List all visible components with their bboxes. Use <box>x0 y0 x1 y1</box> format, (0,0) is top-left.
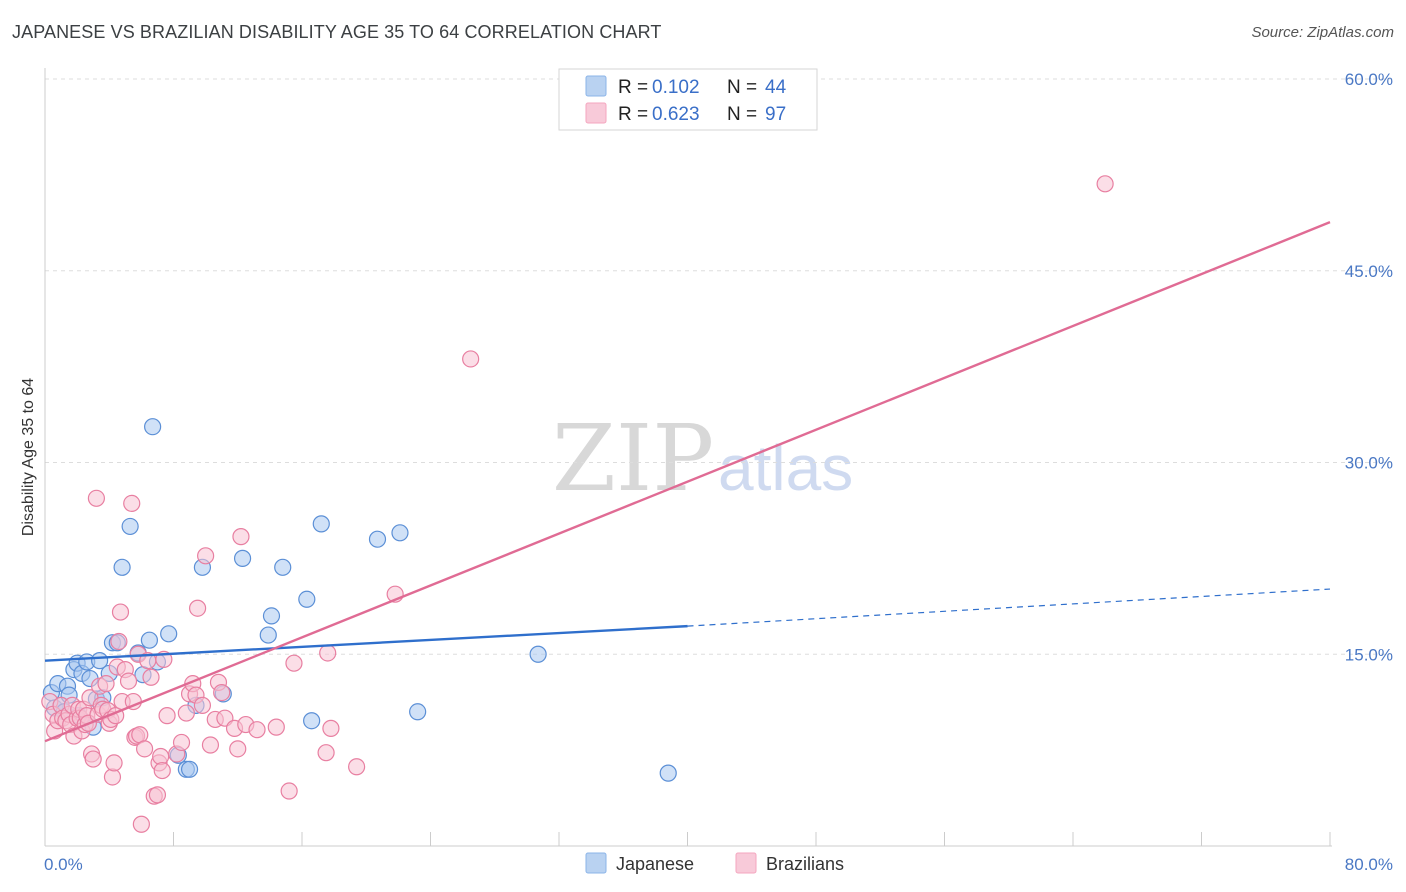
brazilian-point <box>111 603 130 621</box>
y-tick-label: 60.0% <box>1345 70 1393 89</box>
watermark-zip: ZIP <box>552 405 714 512</box>
brazilian-point <box>172 733 191 752</box>
japanese-point <box>160 625 178 643</box>
brazilian-point <box>142 668 160 686</box>
trend-lines <box>44 221 1331 743</box>
chart-title: JAPANESE VS BRAZILIAN DISABILITY AGE 35 … <box>12 22 662 42</box>
brazilian-point <box>317 744 335 762</box>
series-legend: Japanese Brazilians <box>585 852 844 874</box>
japanese-point <box>391 524 409 542</box>
legend-n-label-japanese: N = <box>727 77 757 98</box>
japanese-point <box>121 517 139 536</box>
brazilian-point <box>123 494 141 513</box>
brazilian-point <box>267 718 285 736</box>
brazilian-point <box>319 644 337 662</box>
brazilian-point <box>213 683 231 702</box>
legend-swatch-japanese <box>585 75 607 97</box>
brazilian-point <box>84 750 102 768</box>
legend-r-value-japanese: 0.102 <box>652 77 700 98</box>
brazilian-point <box>158 707 176 725</box>
japanese-point <box>409 703 427 721</box>
brazilian-point <box>201 736 220 754</box>
brazilian-point <box>1096 175 1114 193</box>
brazilian-point <box>103 768 122 786</box>
legend-r-value-brazilians: 0.623 <box>652 104 700 125</box>
series-legend-label-brazilians: Brazilians <box>766 854 844 874</box>
legend-n-label-brazilians: N = <box>727 104 757 125</box>
y-axis-title: Disability Age 35 to 64 <box>20 378 37 536</box>
japanese-point <box>529 645 547 663</box>
x-tick-labels: 0.0% 80.0% <box>44 855 1393 874</box>
gridlines <box>45 78 1392 655</box>
japanese-point <box>298 590 316 608</box>
brazilian-point <box>97 675 115 693</box>
brazilian-point <box>248 721 266 739</box>
brazilian-point <box>135 740 154 758</box>
source-label: Source: ZipAtlas.com <box>1251 24 1394 41</box>
x-tick-label-min: 0.0% <box>44 855 83 874</box>
japanese-trend-extension <box>687 588 1331 627</box>
legend-n-value-brazilians: 97 <box>765 104 786 125</box>
brazilian-point <box>193 696 212 714</box>
brazilian-point <box>105 754 123 772</box>
japanese-point <box>180 760 199 778</box>
brazilian-point <box>148 786 167 804</box>
legend-r-label-brazilians: R = <box>618 104 648 125</box>
legend-r-label-japanese: R = <box>618 77 648 98</box>
watermark-atlas: atlas <box>718 432 853 504</box>
brazilian-point <box>153 761 171 780</box>
brazilian-point <box>348 758 366 776</box>
japanese-point <box>303 712 321 730</box>
brazilian-point <box>152 747 170 766</box>
brazilian-point <box>197 547 215 565</box>
japanese-trend-line <box>44 624 688 662</box>
japanese-point <box>233 549 252 567</box>
japanese-point <box>262 607 281 625</box>
japanese-point <box>274 558 292 576</box>
brazilian-point <box>132 815 150 833</box>
brazilian-point <box>87 489 106 507</box>
series-legend-swatch-japanese <box>585 852 607 874</box>
brazilian-point <box>188 599 207 617</box>
brazilian-point <box>322 719 340 737</box>
brazilian-point <box>177 704 195 722</box>
correlation-legend: R = 0.102 N = 44 R = 0.623 N = 97 <box>558 68 818 131</box>
brazilian-point <box>462 350 480 368</box>
brazilian-point <box>232 528 250 546</box>
y-tick-label: 30.0% <box>1345 454 1393 473</box>
japanese-point <box>144 418 162 436</box>
japanese-point <box>259 626 277 644</box>
brazilian-point <box>119 672 138 690</box>
japanese-point <box>140 631 159 649</box>
brazilian-point <box>280 782 298 800</box>
japanese-point <box>113 558 131 576</box>
brazilian-trend-line <box>44 221 1331 743</box>
series-legend-swatch-brazilians <box>735 852 757 874</box>
japanese-point <box>312 515 330 533</box>
series-legend-label-japanese: Japanese <box>616 854 694 874</box>
brazilian-point <box>110 632 128 651</box>
brazilian-point <box>229 740 247 758</box>
y-tick-label: 45.0% <box>1345 262 1393 281</box>
y-tick-labels: 15.0% 30.0% 45.0% 60.0% <box>1345 70 1393 664</box>
japanese-point <box>368 530 387 548</box>
y-tick-label: 15.0% <box>1345 645 1393 664</box>
japanese-point <box>659 764 677 782</box>
legend-n-value-japanese: 44 <box>765 77 787 98</box>
brazilian-point <box>285 654 303 672</box>
legend-swatch-brazilians <box>585 102 607 124</box>
watermark: ZIP atlas <box>552 405 853 512</box>
x-tick-label-max: 80.0% <box>1345 855 1393 874</box>
